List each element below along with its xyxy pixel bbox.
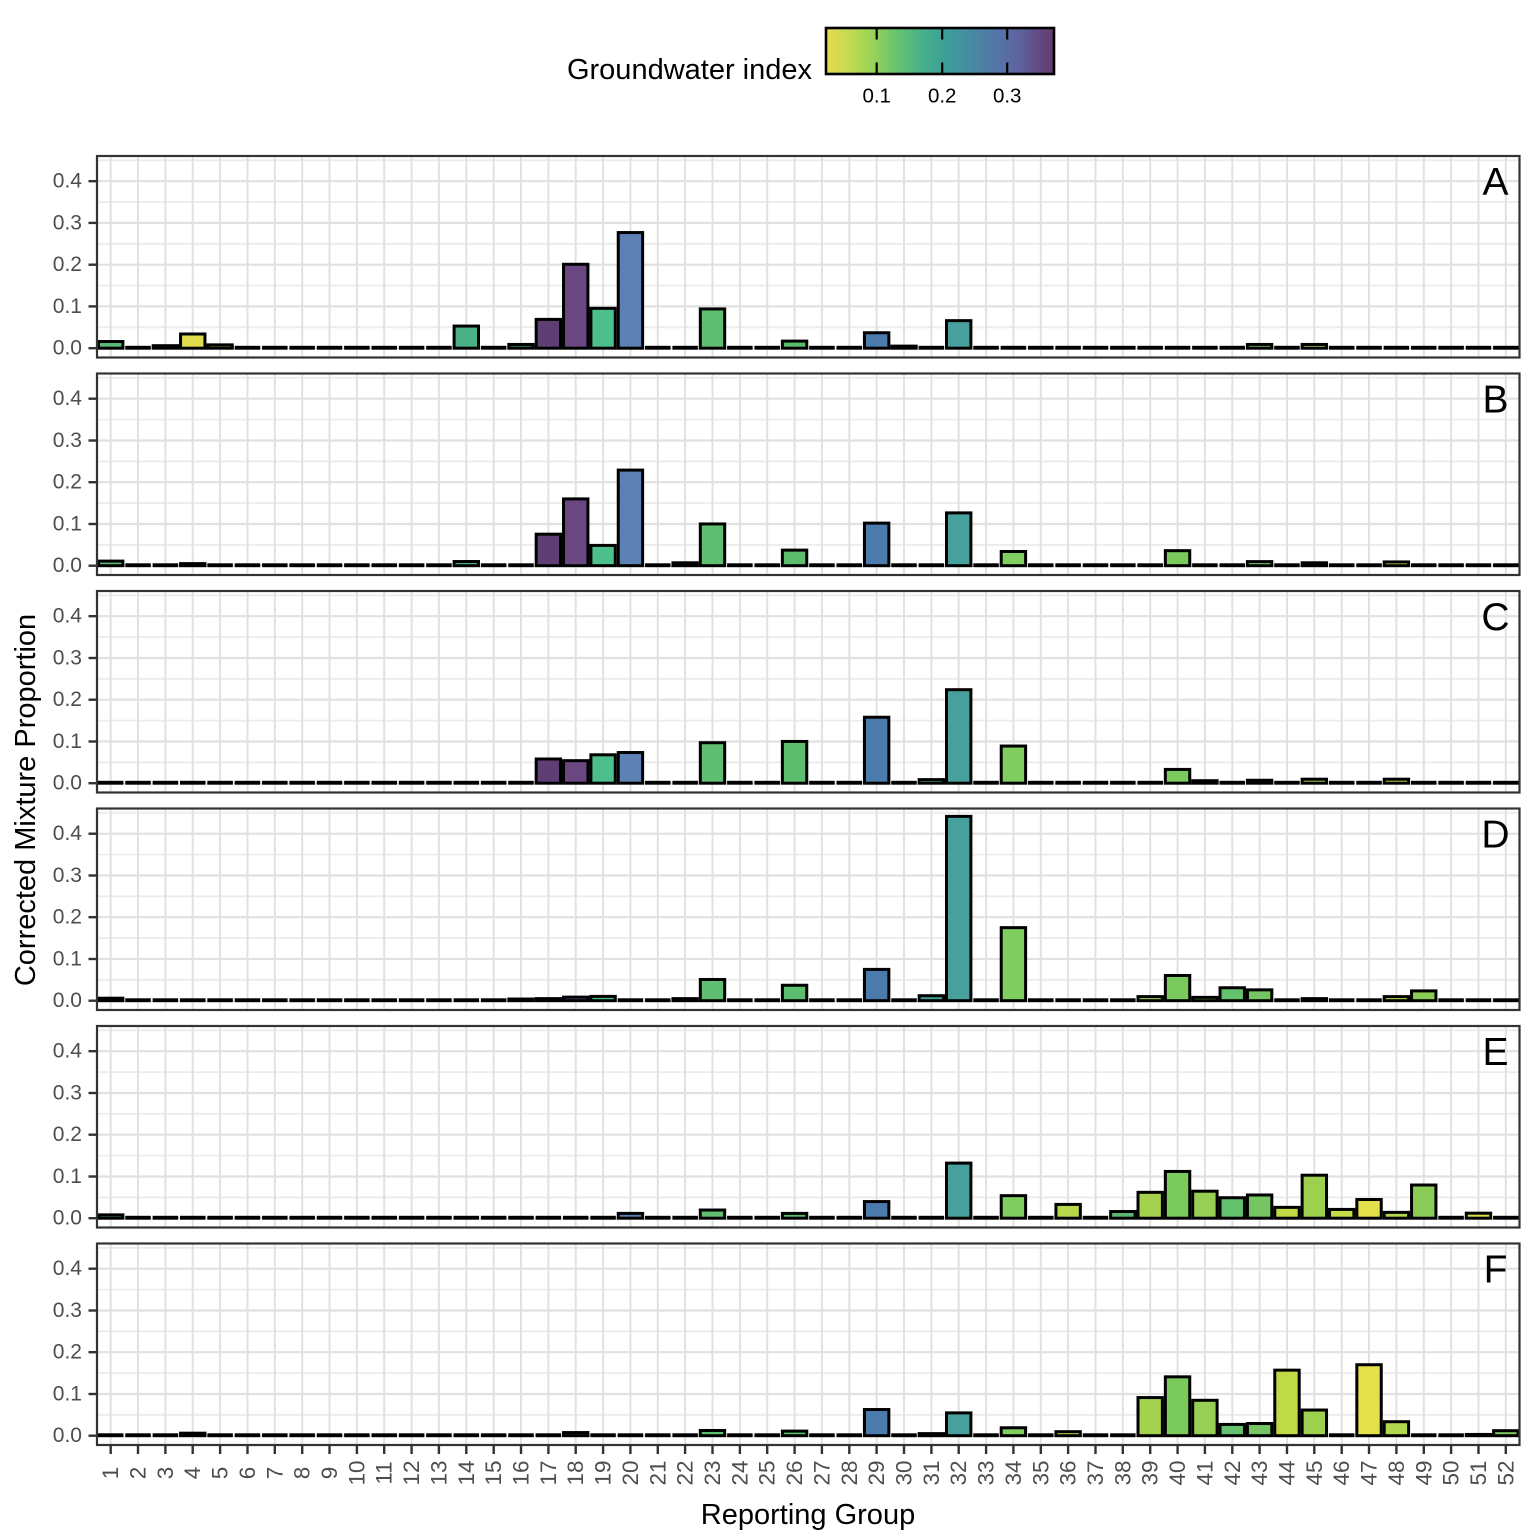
svg-text:0.4: 0.4 [53,387,83,410]
svg-text:38: 38 [1110,1460,1135,1485]
svg-text:25: 25 [755,1460,780,1485]
svg-text:47: 47 [1357,1460,1382,1485]
svg-text:19: 19 [591,1460,616,1485]
svg-text:10: 10 [344,1460,369,1485]
svg-text:9: 9 [317,1467,342,1480]
svg-text:24: 24 [727,1460,752,1485]
svg-text:28: 28 [837,1460,862,1485]
svg-text:11: 11 [372,1461,397,1484]
svg-text:22: 22 [673,1460,698,1485]
svg-text:0.0: 0.0 [53,1424,82,1447]
svg-text:Groundwater index: Groundwater index [567,54,813,86]
svg-text:5: 5 [208,1467,233,1480]
svg-text:6: 6 [235,1467,260,1480]
svg-text:0.0: 0.0 [53,772,82,795]
svg-text:46: 46 [1329,1460,1354,1485]
svg-text:7: 7 [262,1467,287,1480]
svg-text:0.3: 0.3 [53,647,82,670]
svg-text:0.3: 0.3 [53,1082,82,1105]
svg-text:30: 30 [892,1460,917,1485]
svg-text:0.0: 0.0 [53,337,82,360]
svg-text:29: 29 [864,1460,889,1485]
svg-text:0.3: 0.3 [993,85,1022,108]
svg-text:21: 21 [645,1460,670,1485]
svg-text:0.4: 0.4 [53,605,83,628]
svg-text:37: 37 [1083,1460,1108,1485]
svg-text:42: 42 [1220,1460,1245,1485]
svg-text:17: 17 [536,1460,561,1485]
svg-text:40: 40 [1165,1460,1190,1485]
svg-text:0.1: 0.1 [53,1383,82,1406]
svg-text:1: 1 [98,1467,123,1480]
svg-text:18: 18 [563,1460,588,1485]
svg-text:0.4: 0.4 [53,1040,83,1063]
svg-text:14: 14 [454,1460,479,1485]
svg-text:0.2: 0.2 [53,1123,82,1146]
svg-text:48: 48 [1384,1460,1409,1485]
svg-text:8: 8 [290,1467,315,1480]
svg-text:20: 20 [618,1460,643,1485]
svg-text:44: 44 [1275,1460,1300,1485]
svg-text:D: D [1481,814,1509,857]
svg-text:0.2: 0.2 [928,85,957,108]
svg-text:0.3: 0.3 [53,864,82,887]
svg-text:0.0: 0.0 [53,1207,82,1230]
svg-text:Reporting Group: Reporting Group [701,1499,915,1531]
svg-text:0.4: 0.4 [53,822,83,845]
svg-text:0.2: 0.2 [53,471,82,494]
svg-text:0.1: 0.1 [53,1165,82,1188]
svg-text:32: 32 [946,1460,971,1485]
svg-text:B: B [1482,379,1508,422]
svg-text:E: E [1482,1031,1508,1074]
svg-text:34: 34 [1001,1460,1026,1485]
svg-text:4: 4 [180,1467,205,1480]
svg-text:0.1: 0.1 [862,85,891,108]
svg-text:0.1: 0.1 [53,730,82,753]
svg-text:0.3: 0.3 [53,1299,82,1322]
svg-text:12: 12 [399,1460,424,1485]
svg-text:F: F [1484,1249,1508,1292]
svg-text:52: 52 [1493,1460,1518,1485]
svg-text:49: 49 [1411,1460,1436,1485]
svg-text:15: 15 [481,1460,506,1485]
svg-text:26: 26 [782,1460,807,1485]
svg-text:0.0: 0.0 [53,989,82,1012]
svg-text:33: 33 [974,1460,999,1485]
svg-text:0.1: 0.1 [53,948,82,971]
svg-text:0.1: 0.1 [53,295,82,318]
svg-text:0.0: 0.0 [53,554,82,577]
svg-text:41: 41 [1192,1460,1217,1485]
svg-text:C: C [1481,596,1509,639]
svg-text:36: 36 [1056,1460,1081,1485]
svg-text:31: 31 [919,1460,944,1485]
svg-text:0.2: 0.2 [53,688,82,711]
svg-text:0.2: 0.2 [53,253,82,276]
svg-text:45: 45 [1302,1460,1327,1485]
svg-text:39: 39 [1138,1460,1163,1485]
svg-text:51: 51 [1466,1460,1491,1485]
svg-text:0.1: 0.1 [53,513,82,536]
svg-text:0.2: 0.2 [53,906,82,929]
svg-text:0.2: 0.2 [53,1341,82,1364]
svg-text:2: 2 [126,1467,151,1480]
svg-text:27: 27 [809,1460,834,1485]
svg-text:23: 23 [700,1460,725,1485]
svg-text:0.3: 0.3 [53,429,82,452]
svg-text:0.4: 0.4 [53,170,83,193]
svg-text:0.3: 0.3 [53,211,82,234]
svg-text:50: 50 [1439,1460,1464,1485]
svg-text:13: 13 [426,1460,451,1485]
svg-text:Corrected Mixture Proportion: Corrected Mixture Proportion [10,614,42,986]
svg-text:16: 16 [509,1460,534,1485]
svg-text:43: 43 [1247,1460,1272,1485]
svg-text:3: 3 [153,1467,178,1480]
svg-text:35: 35 [1028,1460,1053,1485]
svg-text:0.4: 0.4 [53,1257,83,1280]
svg-text:A: A [1482,161,1508,204]
